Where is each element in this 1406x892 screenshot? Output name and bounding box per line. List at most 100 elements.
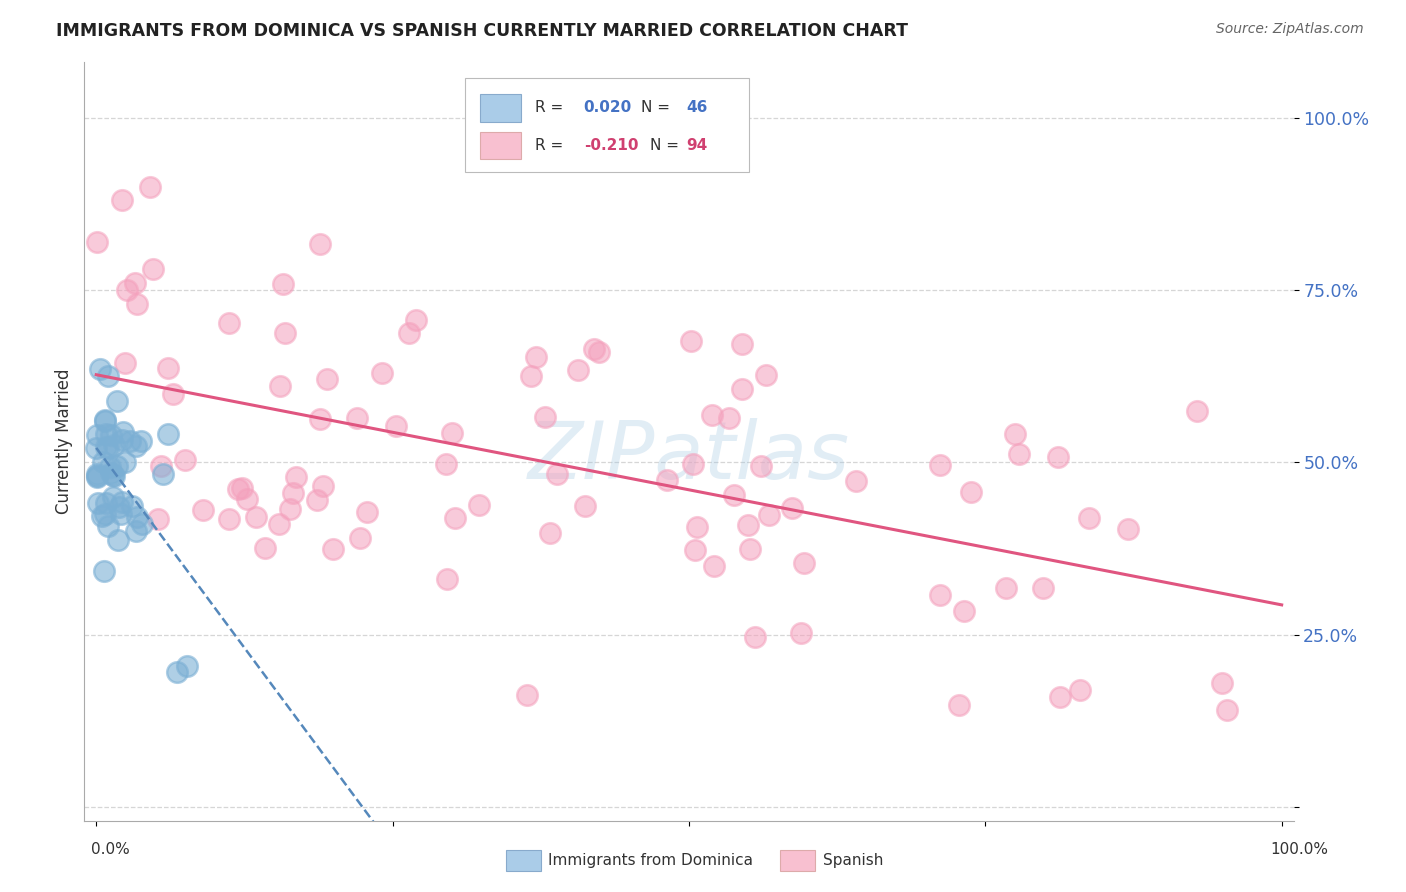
Point (226, 482, 249, 496)
Text: 46: 46 (686, 101, 707, 115)
Point (274, 326, 297, 340)
Point (100, 427, 122, 442)
Point (538, 526, 561, 541)
Point (520, 369, 543, 384)
Point (1049, 690, 1071, 704)
Point (111, 194, 134, 208)
Point (928, 458, 950, 473)
Point (107, 500, 129, 515)
Point (98, 459, 121, 474)
Point (100, 466, 122, 480)
Point (93, 564, 115, 578)
Text: R =: R = (536, 101, 568, 115)
Text: IMMIGRANTS FROM DOMINICA VS SPANISH CURRENTLY MARRIED CORRELATION CHART: IMMIGRANTS FROM DOMINICA VS SPANISH CURR… (56, 22, 908, 40)
Y-axis label: Currently Married: Currently Married (55, 368, 73, 515)
Point (86, 235, 108, 249)
Point (94, 507, 117, 521)
Text: ZIPatlas: ZIPatlas (527, 417, 851, 496)
Point (546, 467, 568, 481)
Point (114, 356, 136, 370)
Point (793, 556, 815, 570)
Point (156, 427, 179, 442)
Point (1116, 523, 1139, 537)
Text: 0.0%: 0.0% (91, 842, 131, 856)
Point (845, 474, 868, 488)
Point (231, 481, 253, 495)
Point (731, 337, 754, 351)
Point (146, 512, 169, 526)
Point (86, 469, 108, 483)
Point (440, 425, 463, 440)
Point (218, 316, 240, 330)
Point (755, 368, 778, 383)
Point (346, 411, 368, 425)
Point (567, 363, 589, 377)
Point (236, 492, 259, 507)
Point (149, 458, 172, 473)
Point (86, 467, 108, 481)
Bar (479, 132, 520, 160)
Point (121, 499, 143, 513)
Point (94, 413, 117, 427)
Point (94, 414, 117, 428)
Point (434, 457, 457, 471)
Point (1004, 427, 1026, 442)
Point (127, 510, 149, 524)
Point (583, 343, 606, 357)
Point (700, 408, 723, 422)
Point (110, 494, 132, 508)
Point (253, 541, 276, 556)
Point (86, 427, 108, 442)
Point (89, 362, 111, 376)
Point (758, 508, 780, 522)
Point (131, 516, 153, 531)
Point (524, 351, 547, 365)
Point (405, 312, 427, 326)
FancyBboxPatch shape (465, 78, 749, 172)
Text: 100.0%: 100.0% (1271, 842, 1329, 856)
Text: 0.020: 0.020 (583, 101, 631, 115)
Text: 94: 94 (686, 138, 707, 153)
Point (271, 277, 294, 291)
Point (307, 493, 329, 508)
Point (349, 531, 371, 545)
Point (245, 509, 267, 524)
Point (683, 542, 706, 557)
Point (101, 468, 124, 483)
Text: R =: R = (536, 138, 568, 153)
Point (129, 434, 152, 448)
Point (269, 379, 291, 393)
Point (534, 410, 557, 425)
Point (1211, 675, 1233, 690)
Point (960, 484, 983, 499)
Point (103, 469, 125, 483)
Point (385, 419, 408, 434)
Point (315, 372, 337, 386)
Point (191, 503, 214, 517)
Point (744, 630, 766, 644)
Point (166, 665, 188, 680)
Point (281, 486, 304, 500)
Point (125, 296, 148, 310)
Point (125, 524, 148, 538)
Point (218, 512, 240, 526)
Point (371, 366, 394, 380)
Point (686, 520, 709, 534)
Point (94, 441, 117, 455)
Point (780, 500, 803, 515)
Text: N =: N = (641, 101, 669, 115)
Point (1077, 511, 1099, 525)
Text: Immigrants from Dominica: Immigrants from Dominica (548, 854, 754, 868)
Point (115, 283, 138, 297)
Point (731, 382, 754, 396)
Point (703, 559, 725, 574)
Point (749, 458, 772, 473)
Point (97, 369, 120, 384)
Point (103, 437, 125, 451)
Point (157, 360, 180, 375)
Point (994, 581, 1017, 595)
Point (1216, 703, 1239, 717)
Point (356, 505, 378, 519)
Text: N =: N = (650, 138, 679, 153)
Text: Spanish: Spanish (823, 854, 883, 868)
